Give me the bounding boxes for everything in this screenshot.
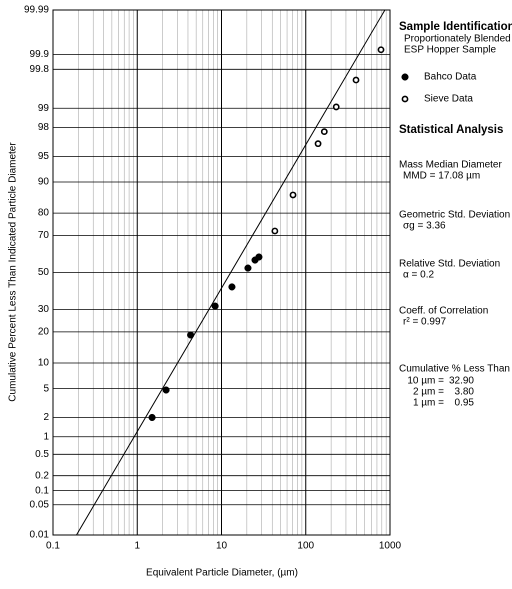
y-tick-label: 98	[38, 122, 50, 133]
cumulative-size: 1 µm =	[413, 398, 444, 409]
y-tick-label: 90	[38, 177, 50, 188]
y-tick-label: 0.05	[30, 499, 50, 510]
y-tick-label: 99.8	[30, 64, 50, 75]
y-tick-label: 80	[38, 208, 50, 219]
data-point	[320, 128, 328, 136]
stat-value: MMD = 17.08 µm	[403, 171, 480, 182]
y-tick-label: 99.99	[24, 5, 49, 16]
cumulative-value: 3.80	[455, 387, 475, 398]
x-tick-label: 10	[216, 541, 228, 552]
legend-label: Sieve Data	[424, 94, 473, 105]
y-tick-label: 0.2	[35, 470, 49, 481]
stat-label: Geometric Std. Deviation	[399, 210, 510, 221]
y-tick-label: 95	[38, 151, 50, 162]
legend-marker	[401, 95, 409, 103]
y-tick-label: 5	[43, 383, 49, 394]
y-tick-label: 50	[38, 267, 50, 278]
cumulative-value: 0.95	[455, 398, 475, 409]
y-tick-label: 0.1	[35, 485, 49, 496]
data-point	[187, 331, 195, 339]
y-tick-label: 0.5	[35, 449, 49, 460]
y-tick-label: 10	[38, 358, 50, 369]
cumulative-size: 2 µm =	[413, 387, 444, 398]
legend-label: Bahco Data	[424, 72, 477, 83]
data-point	[244, 264, 252, 272]
y-tick-label: 1	[43, 431, 49, 442]
data-point	[271, 227, 279, 235]
data-point	[289, 191, 297, 199]
cumulative-heading: Cumulative % Less Than	[399, 364, 510, 375]
panel-heading: Statistical Analysis	[399, 124, 503, 136]
stat-label: Mass Median Diameter	[399, 160, 502, 171]
fit-line	[76, 9, 386, 536]
y-axis-label: Cumulative Percent Less Than Indicated P…	[8, 142, 19, 402]
stat-value: σg = 3.36	[403, 221, 446, 232]
y-tick-label: 0.01	[30, 530, 50, 541]
y-tick-label: 30	[38, 304, 50, 315]
stat-label: Coeff. of Correlation	[399, 306, 488, 317]
data-point	[228, 283, 236, 291]
stat-value: α = 0.2	[403, 270, 435, 281]
data-point	[162, 386, 170, 394]
x-tick-label: 100	[297, 541, 314, 552]
stat-label: Relative Std. Deviation	[399, 259, 500, 270]
x-axis-label: Equivalent Particle Diameter, (µm)	[146, 568, 298, 579]
sample-line: ESP Hopper Sample	[404, 45, 497, 56]
data-point	[352, 76, 360, 84]
plot-frame	[52, 9, 391, 536]
x-tick-label: 1	[134, 541, 140, 552]
x-tick-label: 1000	[379, 541, 402, 552]
data-point	[148, 413, 156, 422]
cumulative-value: 32.90	[449, 376, 474, 387]
y-tick-label: 70	[38, 230, 50, 241]
panel-heading: Sample Identification	[399, 21, 512, 33]
y-tick-label: 99.9	[30, 49, 50, 60]
cumulative-size: 10 µm =	[407, 376, 444, 387]
data-point	[255, 253, 263, 261]
y-tick-label: 99	[38, 103, 50, 114]
sample-line: Proportionately Blended	[404, 34, 511, 45]
x-tick-label: 0.1	[46, 541, 60, 552]
data-point	[377, 46, 385, 54]
y-tick-label: 20	[38, 327, 50, 338]
y-tick-label: 2	[43, 412, 49, 423]
data-point	[211, 302, 219, 310]
legend-marker	[401, 73, 409, 81]
data-point	[314, 140, 322, 148]
data-point	[332, 103, 340, 111]
stat-value: r² = 0.997	[403, 317, 447, 328]
